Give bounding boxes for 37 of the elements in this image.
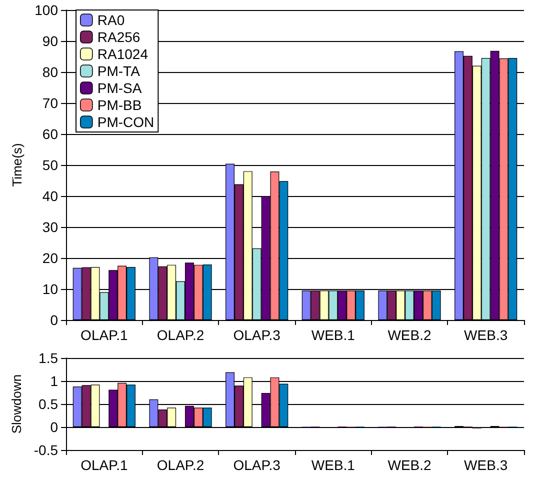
x-tick-label: WEB.3 xyxy=(464,327,508,343)
legend-label: PM-BB xyxy=(97,97,142,113)
legend-label: PM-CON xyxy=(97,114,154,130)
y-tick-label: 40 xyxy=(42,188,58,204)
y-tick-label: 100 xyxy=(34,2,58,18)
x-tick-label: WEB.1 xyxy=(311,457,356,473)
y-tick-label: 60 xyxy=(42,126,58,142)
legend-label: RA0 xyxy=(97,12,125,28)
y-tick-label: 30 xyxy=(42,219,58,235)
y-tick-label: 50 xyxy=(42,157,58,173)
y-tick-label: 20 xyxy=(42,250,58,266)
y-tick-label: 10 xyxy=(42,281,58,297)
y-tick-label: 0.5 xyxy=(38,396,58,412)
legend-label: RA1024 xyxy=(97,46,148,62)
y-tick-label: 70 xyxy=(42,95,58,111)
x-tick-label: OLAP.1 xyxy=(80,457,128,473)
x-tick-label: OLAP.1 xyxy=(80,327,128,343)
y-tick-label: 1 xyxy=(50,373,58,389)
x-tick-label: WEB.3 xyxy=(464,457,508,473)
x-tick-label: OLAP.3 xyxy=(233,327,281,343)
legend-label: PM-SA xyxy=(97,80,142,96)
y-tick-label: 0 xyxy=(50,419,58,435)
x-tick-label: OLAP.3 xyxy=(233,457,281,473)
x-tick-label: WEB.1 xyxy=(311,327,356,343)
y-axis-title: Time(s) xyxy=(10,143,25,187)
legend-label: PM-TA xyxy=(97,63,141,79)
legend-label: RA256 xyxy=(97,29,140,45)
x-tick-label: OLAP.2 xyxy=(156,327,204,343)
y-tick-label: 80 xyxy=(42,64,58,80)
x-tick-label: WEB.2 xyxy=(388,327,432,343)
y-tick-label: 90 xyxy=(42,33,58,49)
x-tick-label: OLAP.2 xyxy=(156,457,204,473)
y-tick-label: 0 xyxy=(50,312,58,328)
y-tick-label: -0.5 xyxy=(34,442,58,458)
y-tick-label: 1.5 xyxy=(38,350,58,366)
y-axis-title: Slowdown xyxy=(9,374,24,434)
x-tick-label: WEB.2 xyxy=(388,457,432,473)
